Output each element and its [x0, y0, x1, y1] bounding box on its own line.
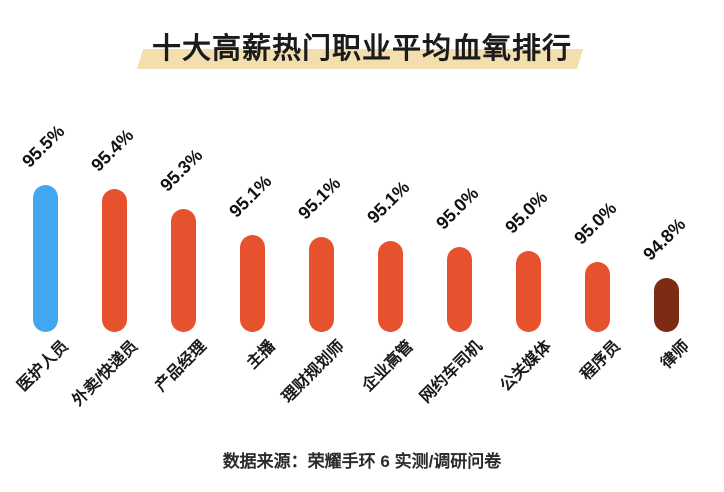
- category-label-4: 主播: [244, 337, 279, 373]
- bar-9: [584, 262, 610, 332]
- bar-3: [170, 209, 196, 332]
- bar-value-label-1: 95.5%: [17, 121, 68, 172]
- bar-5: [308, 237, 334, 332]
- category-label-6: 企业高管: [359, 337, 417, 395]
- category-label-7: 网约车司机: [417, 337, 486, 407]
- bar-value-label-10: 94.8%: [638, 214, 689, 265]
- category-label-8: 公关媒体: [497, 337, 555, 395]
- bar-value-label-5: 95.1%: [293, 173, 344, 224]
- category-label-1: 医护人员: [14, 337, 72, 395]
- bar-7: [446, 247, 472, 332]
- bar-value-label-6: 95.1%: [362, 177, 413, 228]
- bar-value-label-2: 95.4%: [86, 125, 137, 176]
- bar-value-label-7: 95.0%: [431, 183, 482, 234]
- chart-title-block: 十大高薪热门职业平均血氧排行: [136, 31, 584, 69]
- category-label-5: 理财规划师: [279, 337, 348, 407]
- bar-value-label-9: 95.0%: [569, 198, 620, 249]
- category-label-3: 产品经理: [152, 337, 210, 395]
- bar-value-label-8: 95.0%: [500, 187, 551, 238]
- category-label-10: 律师: [658, 337, 693, 373]
- bar-1: [32, 185, 58, 332]
- bar-2: [101, 189, 127, 332]
- bar-4: [239, 235, 265, 332]
- category-label-9: 程序员: [577, 337, 624, 384]
- bar-value-label-3: 95.3%: [155, 145, 206, 196]
- bar-8: [515, 251, 541, 332]
- category-label-2: 外卖/快递员: [68, 337, 141, 410]
- bar-value-label-4: 95.1%: [224, 171, 275, 222]
- bar-6: [377, 241, 403, 332]
- chart-header: 十大高薪热门职业平均血氧排行: [0, 31, 724, 69]
- chart-title: 十大高薪热门职业平均血氧排行: [151, 33, 572, 65]
- data-source-note: 数据来源：荣耀手环 6 实测/调研问卷: [222, 452, 502, 471]
- bar-10: [653, 278, 679, 332]
